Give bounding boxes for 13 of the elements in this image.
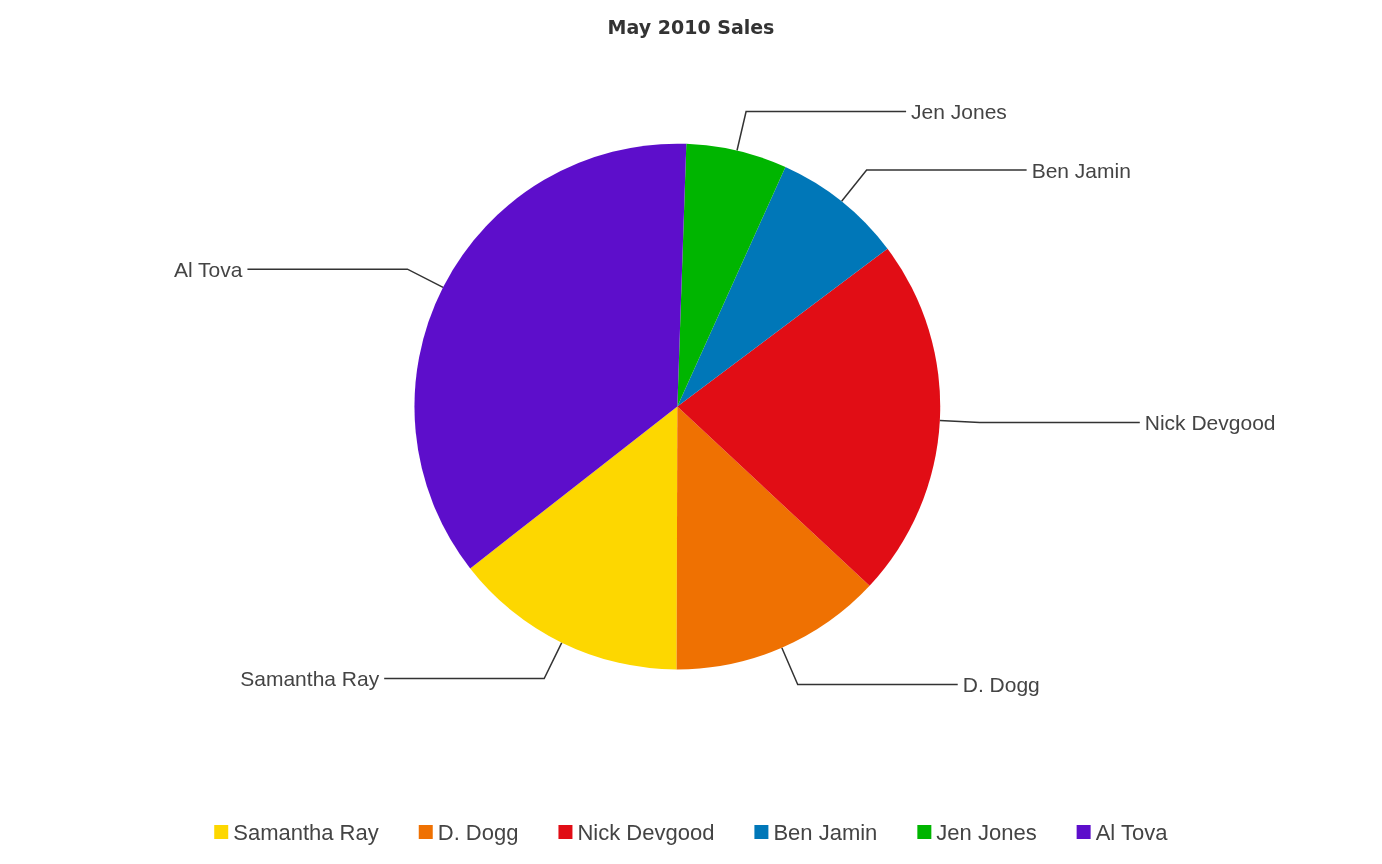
legend-label: Jen Jones [936,819,1037,845]
slice-label: Al Tova [173,257,243,281]
legend-label: Nick Devgood [577,819,715,845]
legend-label: Samantha Ray [233,819,379,845]
legend-label: D. Dogg [437,819,519,845]
slice-label: Samantha Ray [240,667,380,691]
slice-label: D. Dogg [962,672,1040,696]
slice-label: Ben Jamin [1031,158,1131,182]
legend-label: Al Tova [1095,819,1169,845]
legend-label: Ben Jamin [773,819,878,845]
slice-label: Jen Jones [911,100,1007,124]
chart-title: May 2010 Sales [607,15,775,38]
slice-label: Nick Devgood [1144,411,1276,435]
